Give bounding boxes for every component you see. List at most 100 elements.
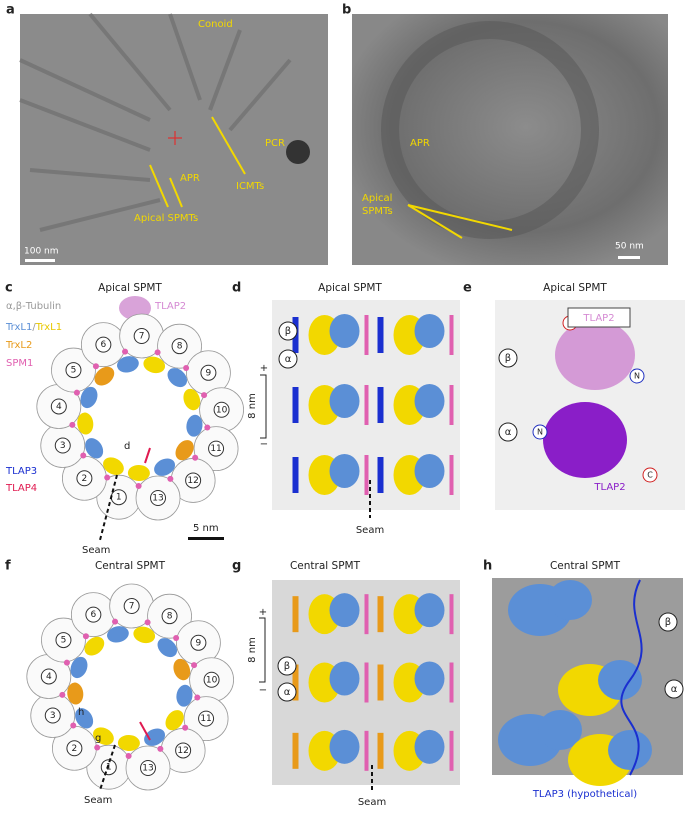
- density: [176, 684, 193, 707]
- density: [67, 682, 84, 705]
- protofilament-label: 4: [46, 672, 52, 682]
- density: [538, 710, 582, 750]
- density: [122, 348, 129, 355]
- badge: [278, 321, 298, 341]
- badge: [40, 668, 57, 685]
- badge-label: α: [505, 427, 512, 438]
- badge: [498, 348, 518, 368]
- tlap2-domain: [543, 402, 627, 478]
- density: [449, 455, 454, 495]
- density: [186, 414, 203, 437]
- density: [157, 745, 164, 752]
- density: [183, 388, 201, 411]
- bracket: [259, 617, 266, 683]
- density: [598, 660, 642, 700]
- density: [125, 752, 132, 759]
- legend-item: TLAP4: [5, 483, 37, 494]
- protofilament-label: 5: [71, 366, 77, 376]
- badge-label: C: [647, 471, 653, 480]
- density: [103, 457, 124, 475]
- protofilament-label: 12: [187, 476, 198, 486]
- panel-label: h: [483, 559, 492, 574]
- tlap2-domain: [555, 320, 635, 390]
- badge: [198, 710, 215, 727]
- caption: TLAP3 (hypothetical): [532, 789, 637, 800]
- panel-title: Apical SPMT: [543, 282, 607, 294]
- annotation: ICMTs: [236, 181, 264, 192]
- polarity: +: [259, 607, 267, 618]
- density: [167, 475, 174, 482]
- density: [364, 315, 369, 355]
- protofilament-label: 11: [210, 444, 221, 454]
- densities: [498, 580, 652, 786]
- density: [73, 389, 80, 396]
- density: [80, 452, 87, 459]
- badge-label: N: [634, 372, 640, 381]
- density: [70, 656, 88, 679]
- density: [329, 454, 360, 488]
- panel-title: Central SPMT: [550, 560, 621, 572]
- annotation: SPMTs: [362, 206, 393, 217]
- badge: [150, 489, 167, 506]
- panel-label: g: [232, 559, 241, 574]
- protofilament-label: 9: [196, 638, 202, 648]
- badge: [95, 336, 112, 353]
- badge: [190, 634, 207, 651]
- protofilament-label: 13: [142, 763, 153, 773]
- polarity: +: [260, 363, 268, 374]
- density: [449, 315, 454, 355]
- protofilament-label: 7: [139, 332, 145, 342]
- density: [414, 454, 445, 488]
- scale-bar: [25, 259, 55, 262]
- badge: [664, 679, 684, 699]
- density: [104, 474, 111, 481]
- seam-label: Seam: [356, 525, 384, 536]
- protofilament-label: 1: [106, 763, 112, 773]
- density: [548, 580, 592, 620]
- density: [59, 691, 66, 698]
- density: [84, 636, 105, 656]
- badge: [76, 470, 93, 487]
- density: [377, 596, 384, 633]
- density: [377, 317, 384, 353]
- density: [133, 626, 156, 644]
- tlap3-trace: [620, 579, 643, 776]
- density: [157, 638, 178, 658]
- badge: [100, 759, 117, 776]
- spacing-label: 8 nm: [247, 393, 258, 419]
- panel-label: f: [5, 559, 11, 574]
- density: [449, 730, 454, 771]
- badge: [642, 467, 658, 483]
- panel-title: Central SPMT: [290, 560, 361, 572]
- view-label: h: [78, 707, 84, 718]
- em-feature: [381, 21, 599, 239]
- density: [144, 728, 166, 746]
- badge-label: β: [505, 353, 511, 364]
- annotation: APR: [410, 138, 430, 149]
- density: [94, 366, 115, 386]
- density: [117, 356, 139, 373]
- density: [329, 593, 360, 628]
- em-feature: [286, 140, 310, 164]
- badge: [66, 740, 83, 757]
- density: [377, 387, 384, 423]
- density: [183, 365, 190, 372]
- annotation: PCR: [265, 138, 285, 149]
- panel-label: a: [6, 3, 15, 18]
- badge-label: α: [284, 687, 291, 698]
- density: [329, 661, 360, 696]
- protofilament-label: 9: [206, 368, 212, 378]
- density: [329, 729, 360, 764]
- density: [107, 626, 129, 643]
- protofilament-label: 1: [116, 493, 122, 503]
- badge-label: β: [285, 326, 291, 337]
- protofilament-label: 5: [61, 636, 67, 646]
- protofilament-label: 6: [100, 340, 106, 350]
- density: [364, 662, 369, 703]
- density: [93, 727, 114, 745]
- protein-label: TLAP2: [593, 482, 625, 493]
- density: [94, 744, 101, 751]
- protofilament-label: 12: [177, 746, 188, 756]
- density: [292, 596, 299, 633]
